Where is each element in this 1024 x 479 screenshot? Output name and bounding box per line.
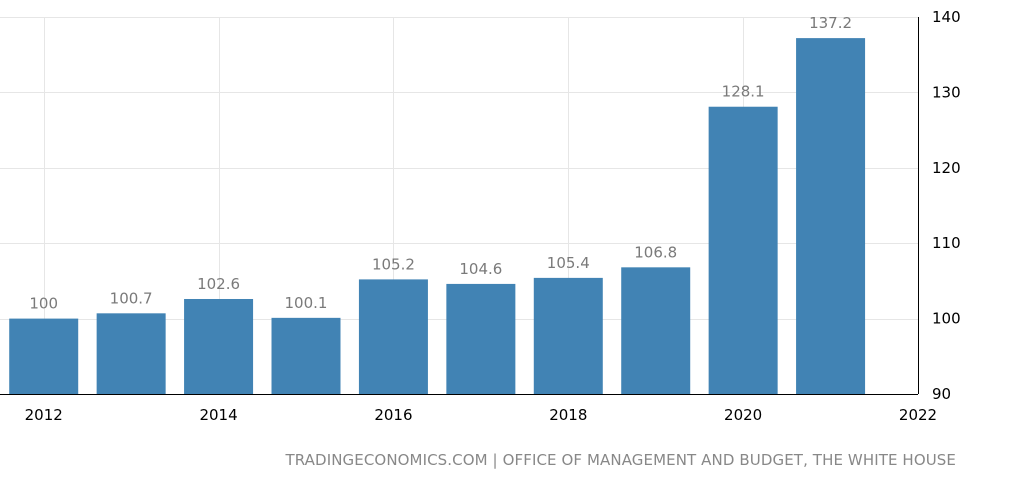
bar (9, 318, 79, 394)
y-tick-label: 90 (932, 385, 951, 403)
bar (621, 267, 691, 394)
data-label: 100 (29, 295, 58, 313)
bar (96, 313, 166, 394)
x-tick-label: 2016 (374, 406, 412, 424)
bar (184, 298, 254, 394)
bar (533, 277, 603, 394)
bar (271, 317, 341, 394)
data-label: 102.6 (197, 275, 240, 293)
x-tick-label: 2022 (899, 406, 937, 424)
data-label: 105.2 (372, 255, 415, 273)
x-tick-label: 2020 (724, 406, 762, 424)
y-tick-label: 140 (932, 8, 961, 26)
data-label: 105.4 (547, 254, 590, 272)
y-tick-label: 120 (932, 159, 961, 177)
source-attribution: TRADINGECONOMICS.COM | OFFICE OF MANAGEM… (285, 451, 956, 469)
bar (446, 283, 516, 394)
x-tick-label: 2018 (549, 406, 587, 424)
data-label: 128.1 (722, 83, 765, 101)
bar (708, 106, 778, 394)
bars (9, 38, 866, 394)
x-tick-label: 2014 (199, 406, 237, 424)
data-label: 104.6 (459, 260, 502, 278)
y-tick-label: 130 (932, 83, 961, 101)
axes: 90 100 110 120 130 140 2012 2014 2016 2018 2020 202… (0, 8, 961, 424)
data-labels: 100 100.7 102.6 100.1 105.2 104.6 105.4 106.8 12… (29, 14, 852, 312)
data-label: 100.7 (110, 289, 153, 307)
data-label: 137.2 (809, 14, 852, 32)
data-label: 100.1 (285, 294, 328, 312)
x-tick-label: 2012 (25, 406, 63, 424)
bar (796, 38, 866, 394)
y-tick-label: 110 (932, 234, 961, 252)
bar (358, 279, 428, 394)
y-tick-label: 100 (932, 310, 961, 328)
data-label: 106.8 (634, 243, 677, 261)
